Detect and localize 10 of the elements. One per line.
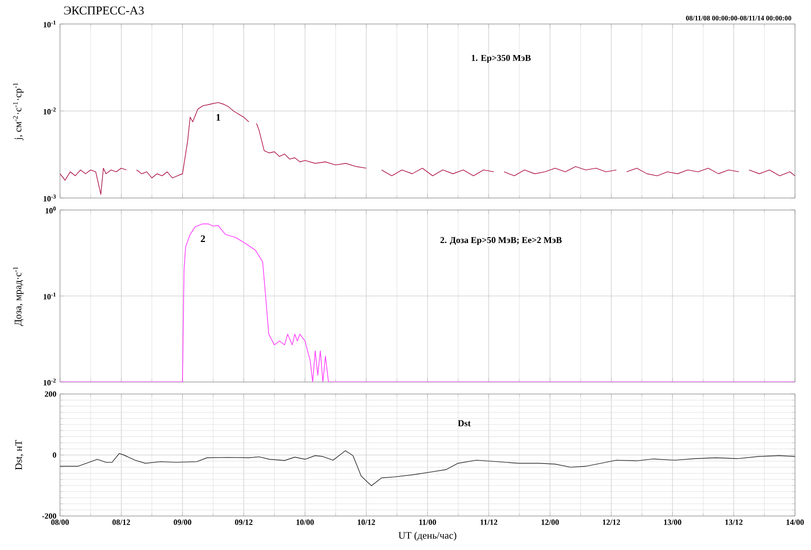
series-label: 2 — [200, 235, 205, 242]
chart-title: ЭКСПРЕСС-А3 — [64, 6, 144, 14]
y-axis-title: j, см$^{-2}$·с$^{-1}$·ср$^{-1}$ — [13, 82, 24, 140]
annotation: 2. Доза Ep>50 МэВ; Ee>2 МэВ — [440, 237, 562, 245]
annotation: Dst — [458, 420, 471, 426]
y-axis-title: Доза, мрад·с$^{-1}$ — [13, 266, 24, 326]
y-axis-title: Dst, нТ — [15, 440, 24, 470]
annotation: 1. Ep>350 МэВ — [472, 54, 531, 63]
x-axis-title: UT (день/час) — [398, 532, 456, 541]
series-label: 1 — [216, 114, 220, 121]
